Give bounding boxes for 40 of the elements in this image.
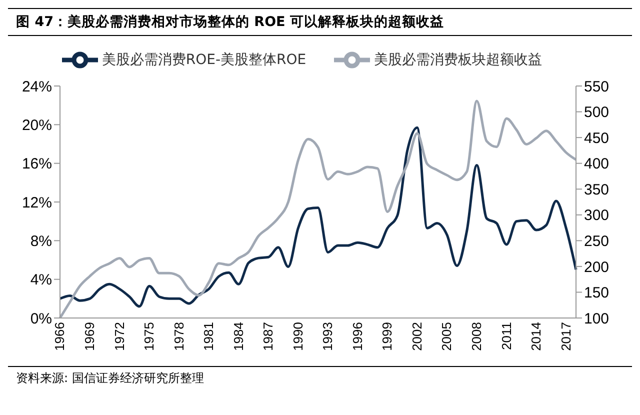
- x-tick-label: 2008: [469, 322, 484, 351]
- x-tick-label: 2017: [558, 322, 574, 351]
- y-tick-label: 4%: [30, 272, 52, 289]
- x-tick-label: 1999: [380, 322, 395, 351]
- line-series: [58, 126, 578, 308]
- y-tick-label: 20%: [22, 116, 52, 134]
- x-tick-label: 1993: [320, 322, 336, 351]
- x-tick-label: 2014: [528, 322, 544, 351]
- x-tick-label: 1975: [142, 322, 157, 351]
- y-tick-label: 12%: [22, 194, 52, 212]
- y2-tick-label: 150: [584, 284, 610, 302]
- x-tick-label: 1981: [201, 322, 216, 351]
- x-tick-label: 1969: [82, 322, 97, 351]
- y-tick-label: 24%: [22, 78, 52, 96]
- x-tick-label: 1984: [230, 322, 246, 351]
- x-tick-label: 1987: [260, 322, 276, 351]
- y2-tick-label: 450: [584, 130, 610, 147]
- x-tick-label: 1996: [350, 322, 365, 351]
- x-tick-label: 2005: [439, 322, 454, 351]
- y-tick-label: 0%: [30, 310, 52, 328]
- y2-tick-label: 350: [584, 181, 610, 198]
- y-tick-label: 8%: [30, 232, 52, 250]
- x-tick-label: 1972: [112, 322, 127, 351]
- x-tick-label: 2002: [409, 322, 424, 351]
- x-tick-label: 1966: [52, 322, 68, 351]
- x-tick-label: 2011: [498, 322, 514, 350]
- legend-label: 美股必需消费ROE-美股整体ROE: [102, 52, 306, 68]
- y2-tick-label: 200: [584, 258, 610, 276]
- chart-title: 图 47：美股必需消费相对市场整体的 ROE 可以解释板块的超额收益: [8, 8, 632, 36]
- y2-tick-label: 550: [584, 78, 610, 96]
- legend-label: 美股必需消费板块超额收益: [374, 52, 542, 68]
- y2-tick-label: 300: [584, 207, 610, 224]
- text: 资料来源: 国信证券经济研究所整理: [16, 370, 205, 387]
- y-tick-label: 16%: [22, 156, 52, 173]
- y2-tick-label: 250: [584, 232, 610, 250]
- x-tick-label: 1990: [290, 322, 306, 351]
- y2-tick-label: 400: [584, 156, 610, 173]
- y2-tick-label: 500: [584, 104, 610, 122]
- x-tick-label: 1978: [171, 322, 186, 351]
- y2-tick-label: 100: [584, 310, 610, 328]
